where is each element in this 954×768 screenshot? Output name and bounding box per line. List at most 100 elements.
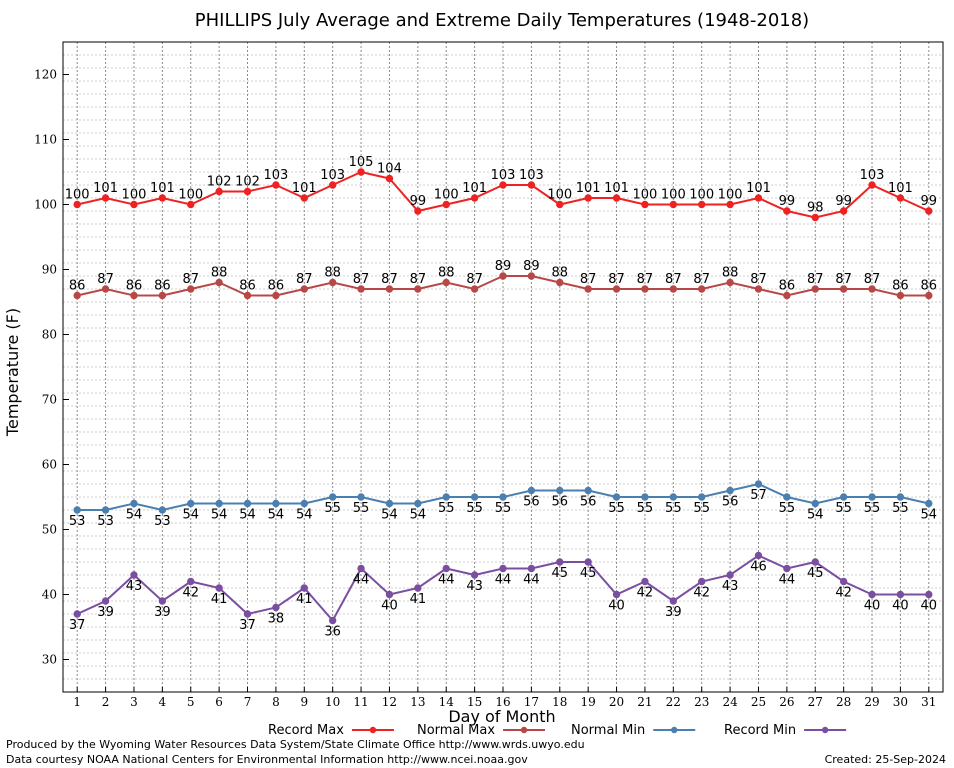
x-tick-label: 19 [581,695,596,709]
data-label-record-max: 101 [292,181,317,196]
data-label-normal-max: 86 [154,279,171,294]
data-label-normal-min: 55 [892,501,909,516]
data-label-normal-min: 55 [495,501,512,516]
x-tick-label: 28 [836,695,851,709]
data-label-record-max: 100 [434,188,459,203]
footer-data-courtesy: Data courtesy NOAA National Centers for … [6,753,528,766]
data-label-record-max: 101 [746,181,771,196]
data-label-normal-max: 86 [779,279,796,294]
x-tick-label: 31 [921,695,936,709]
data-point-record-min [215,584,223,592]
data-label-normal-max: 86 [126,279,143,294]
data-point-normal-max [698,285,706,293]
data-point-record-min [698,577,706,586]
x-tick-label: 29 [864,695,879,709]
x-tick-label: 15 [467,695,482,709]
data-label-normal-min: 55 [466,501,483,516]
data-point-record-max [470,194,479,202]
data-label-normal-min: 53 [154,514,171,529]
data-label-record-max: 103 [263,168,288,183]
data-point-record-max [357,168,365,176]
data-label-record-max: 103 [860,168,885,183]
data-point-record-max [556,200,564,209]
data-point-normal-max [470,285,479,293]
data-label-normal-max: 87 [97,272,114,287]
y-tick-label: 30 [42,653,57,667]
data-label-record-min: 45 [552,566,569,581]
data-point-record-max [839,207,848,215]
series-normal-min: 53 53 54 53 54 54 54 54 54 55 55 54 54 55 55 55 56 56 56 55… [69,480,937,529]
data-label-record-min: 42 [637,586,654,601]
y-axis-label: Temperature (F) [3,308,22,437]
x-tick-label: 13 [410,695,425,709]
data-point-record-min [357,564,365,573]
data-label-normal-min: 53 [97,514,114,529]
data-point-normal-max [187,285,195,293]
x-tick-label: 5 [187,695,195,709]
data-point-record-min [925,590,933,599]
y-tick-label: 100 [34,198,57,212]
data-point-normal-max [272,291,280,300]
x-tick-label: 20 [609,695,624,709]
data-label-normal-min: 54 [126,508,143,523]
x-tick-label: 24 [722,695,738,709]
data-label-normal-min: 53 [69,514,86,529]
data-point-record-min [101,597,110,605]
x-tick-label: 18 [552,695,567,709]
data-point-normal-min [698,493,706,501]
footer-created-date: Created: 25-Sep-2024 [824,753,946,766]
data-point-record-max [925,207,933,215]
data-point-normal-min [442,493,450,501]
data-label-normal-max: 87 [182,272,199,287]
data-point-record-max [414,207,422,215]
x-tick-label: 26 [779,695,794,709]
data-label-normal-min: 54 [182,508,199,523]
data-point-record-min [158,597,167,605]
data-label-normal-min: 56 [722,495,739,510]
data-label-normal-max: 87 [608,272,625,287]
legend-marker-record-max [369,726,377,734]
y-tick-label: 40 [42,588,57,602]
data-point-normal-max [328,278,337,287]
x-tick-label: 8 [272,695,280,709]
data-point-normal-min [328,493,337,501]
data-point-normal-min [925,499,933,508]
data-label-normal-min: 55 [835,501,852,516]
data-label-normal-min: 55 [665,501,682,516]
data-label-normal-min: 55 [779,501,796,516]
data-point-normal-min [783,493,791,501]
data-label-normal-min: 55 [438,501,455,516]
data-label-record-min: 45 [580,566,597,581]
legend-label-record-max: Record Max [268,723,344,738]
data-label-normal-min: 55 [864,501,881,516]
data-label-normal-max: 87 [750,272,767,287]
data-label-record-min: 41 [211,592,228,607]
data-label-normal-max: 89 [495,259,512,274]
data-label-record-min: 40 [381,599,398,614]
data-label-normal-max: 87 [296,272,313,287]
data-point-record-min [811,558,819,566]
x-tick-label: 4 [159,695,167,709]
x-tick-label: 17 [524,695,539,709]
legend-label-record-min: Record Min [724,723,796,738]
data-point-normal-min [584,486,592,495]
legend-marker-record-min [821,726,829,734]
data-label-record-max: 101 [576,181,601,196]
data-label-record-max: 100 [718,188,743,203]
data-point-normal-min [612,493,621,501]
y-tick-label: 120 [34,68,57,82]
data-point-record-min [726,571,734,579]
data-point-record-max [612,194,621,202]
x-tick-label: 27 [808,695,823,709]
data-label-record-max: 100 [633,188,658,203]
data-point-normal-max [584,285,592,293]
data-label-record-max: 100 [178,188,203,203]
data-label-record-min: 40 [864,599,881,614]
data-point-record-max [272,181,280,189]
data-point-record-min [300,584,308,592]
data-label-normal-max: 86 [69,279,86,294]
data-label-record-max: 103 [491,168,516,183]
data-point-record-max [187,200,195,209]
data-label-normal-min: 54 [296,508,313,523]
